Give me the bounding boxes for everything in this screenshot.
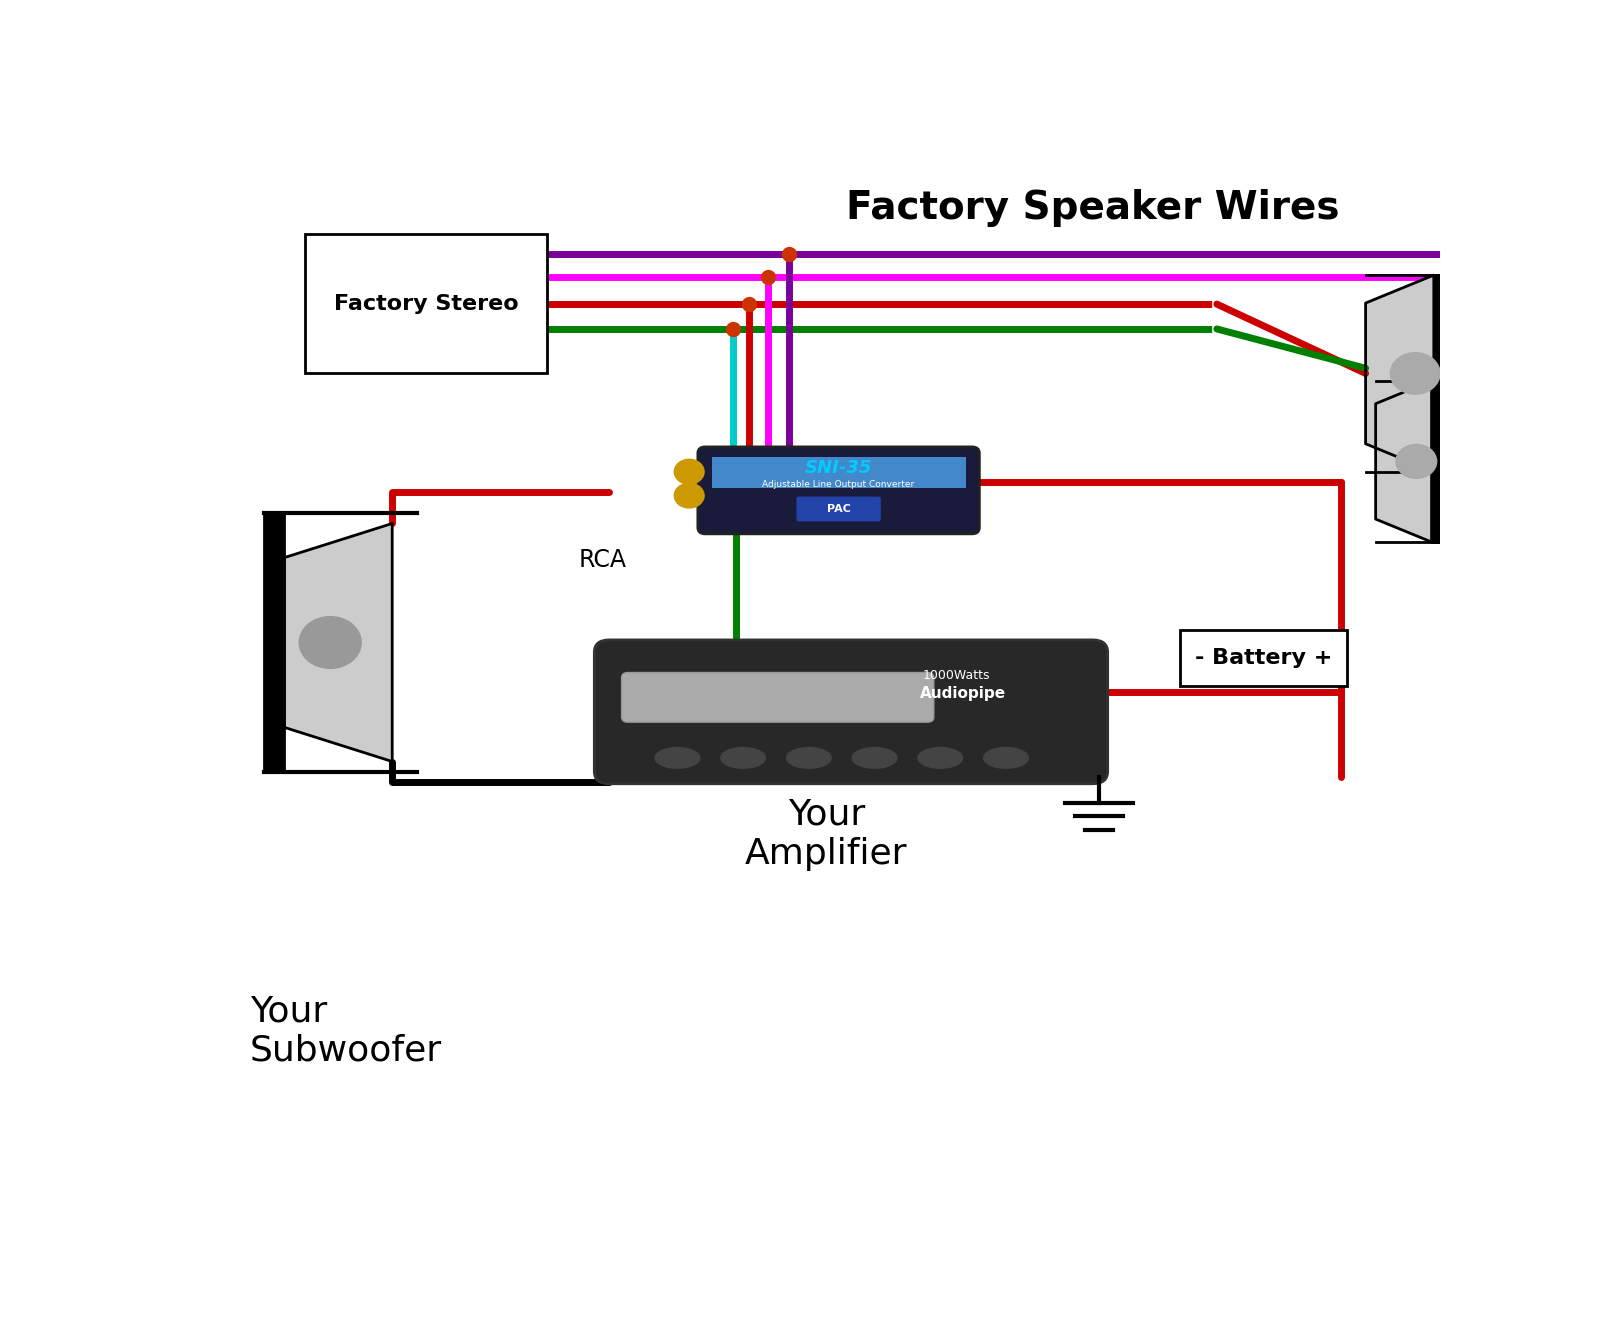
Ellipse shape	[720, 747, 765, 769]
Circle shape	[674, 482, 704, 508]
FancyBboxPatch shape	[698, 448, 979, 534]
Ellipse shape	[787, 747, 830, 769]
Bar	[264, 513, 285, 771]
Text: SNI-35: SNI-35	[805, 458, 872, 477]
Text: PAC: PAC	[827, 504, 851, 513]
FancyBboxPatch shape	[797, 496, 880, 521]
Bar	[1434, 276, 1450, 472]
Text: Factory Speaker Wires: Factory Speaker Wires	[846, 190, 1339, 227]
Circle shape	[299, 617, 362, 668]
Text: Factory Stereo: Factory Stereo	[334, 293, 518, 313]
Text: Your
Amplifier: Your Amplifier	[746, 798, 907, 871]
FancyBboxPatch shape	[621, 672, 934, 722]
Circle shape	[1390, 352, 1440, 394]
Text: Audiopipe: Audiopipe	[920, 687, 1006, 702]
Text: - Battery +: - Battery +	[1195, 648, 1331, 668]
FancyBboxPatch shape	[594, 640, 1107, 784]
Bar	[306, 234, 547, 374]
Ellipse shape	[918, 747, 963, 769]
Text: Adjustable Line Output Converter: Adjustable Line Output Converter	[763, 480, 915, 489]
Polygon shape	[1376, 380, 1432, 542]
Bar	[712, 457, 966, 488]
Bar	[1432, 380, 1445, 542]
Polygon shape	[285, 523, 392, 762]
Ellipse shape	[984, 747, 1029, 769]
Circle shape	[674, 460, 704, 484]
Text: Your
Subwoofer: Your Subwoofer	[250, 995, 442, 1067]
Circle shape	[1395, 445, 1437, 478]
Bar	[1179, 629, 1347, 687]
Polygon shape	[1365, 276, 1434, 472]
Text: RCA: RCA	[578, 548, 626, 571]
Text: 1000Watts: 1000Watts	[923, 668, 990, 681]
Ellipse shape	[853, 747, 898, 769]
Ellipse shape	[654, 747, 699, 769]
